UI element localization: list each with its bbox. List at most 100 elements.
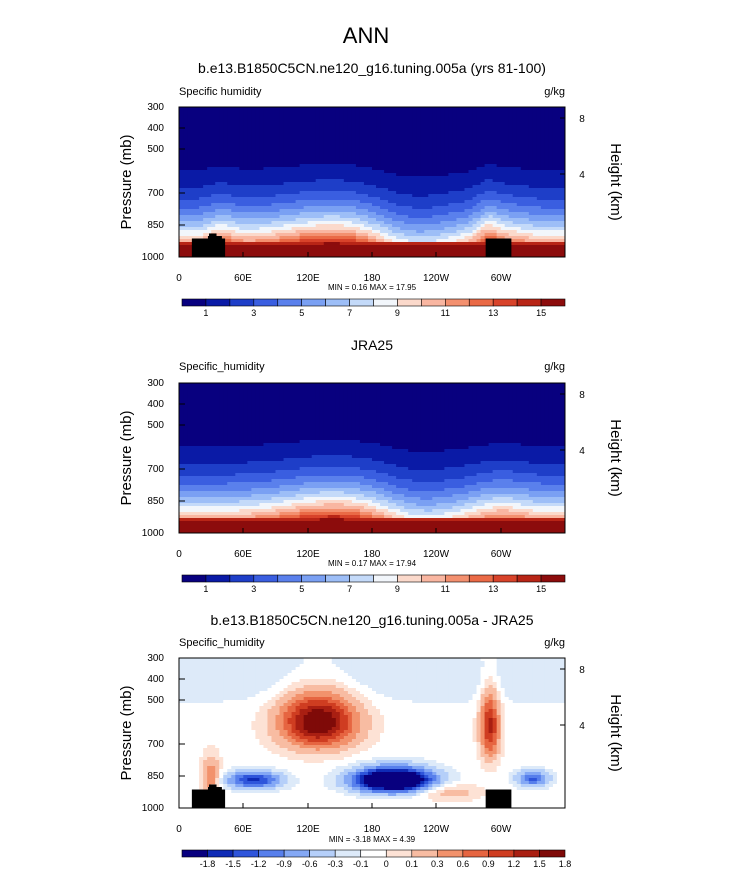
contour-cell — [327, 239, 333, 243]
contour-cell — [404, 164, 409, 168]
contour-cell — [408, 149, 413, 153]
contour-cell — [544, 236, 550, 240]
contour-cell — [392, 107, 397, 111]
contour-cell — [283, 125, 289, 129]
contour-cell — [355, 125, 361, 129]
contour-cell — [355, 185, 361, 189]
contour-cell — [179, 128, 184, 132]
contour-cell — [267, 182, 273, 186]
contour-cell — [319, 110, 325, 114]
contour-cell — [179, 149, 184, 153]
contour-cell — [536, 137, 542, 141]
contour-cell — [480, 203, 486, 207]
contour-cell — [303, 182, 309, 186]
colorbar-swatch — [205, 298, 231, 307]
contour-cell — [516, 221, 522, 225]
contour-cell — [343, 245, 349, 249]
contour-cell — [283, 236, 289, 240]
contour-cell — [372, 128, 377, 132]
contour-cell — [311, 200, 317, 204]
contour-cell — [347, 227, 353, 231]
contour-cell — [259, 140, 265, 144]
contour-cell — [199, 113, 204, 117]
contour-cell — [524, 164, 530, 168]
contour-cell — [384, 383, 389, 387]
contour-cell — [388, 248, 393, 252]
contour-cell — [528, 242, 534, 246]
contour-cell — [231, 218, 236, 222]
contour-cell — [456, 107, 462, 111]
contour-cell — [416, 200, 421, 204]
contour-cell — [512, 224, 518, 228]
contour-cell — [331, 170, 337, 174]
contour-cell — [179, 200, 184, 204]
contour-cell — [359, 110, 365, 114]
contour-cell — [263, 191, 269, 195]
contour-cell — [448, 185, 454, 189]
contour-cell — [323, 176, 329, 180]
contour-cell — [299, 149, 305, 153]
contour-cell — [343, 383, 349, 387]
contour-cell — [416, 221, 421, 225]
contour-cell — [492, 209, 498, 213]
contour-cell — [231, 185, 236, 189]
contour-cell — [315, 194, 321, 198]
contour-cell — [303, 173, 309, 177]
contour-cell — [500, 164, 506, 168]
contour-cell — [239, 206, 244, 210]
contour-cell — [363, 179, 369, 183]
contour-cell — [303, 158, 309, 162]
contour-cell — [183, 137, 188, 141]
contour-cell — [207, 110, 212, 114]
contour-cell — [540, 146, 546, 150]
contour-cell — [331, 143, 337, 147]
contour-cell — [187, 188, 192, 192]
contour-cell — [355, 230, 361, 234]
contour-cell — [279, 176, 285, 180]
contour-cell — [512, 233, 518, 237]
contour-cell — [315, 239, 321, 243]
y-tick-label: 400 — [147, 123, 164, 134]
contour-cell — [540, 167, 546, 171]
contour-cell — [247, 161, 252, 165]
contour-cell — [464, 194, 470, 198]
contour-cell — [227, 176, 232, 180]
contour-cell — [223, 131, 228, 135]
contour-cell — [207, 149, 212, 153]
contour-cell — [436, 167, 441, 171]
contour-cell — [303, 179, 309, 183]
contour-cell — [231, 221, 236, 225]
contour-cell — [259, 182, 265, 186]
contour-cell — [492, 152, 498, 156]
contour-cell — [223, 200, 228, 204]
contour-cell — [307, 239, 313, 243]
contour-cell — [440, 119, 445, 123]
contour-cell — [339, 194, 345, 198]
contour-cell — [480, 170, 486, 174]
contour-cell — [372, 167, 377, 171]
contour-cell — [315, 176, 321, 180]
contour-cell — [191, 182, 196, 186]
contour-cell — [339, 158, 345, 162]
contour-cell — [492, 215, 498, 219]
contour-cell — [384, 170, 389, 174]
contour-cell — [524, 209, 530, 213]
contour-cell — [355, 128, 361, 132]
contour-cell — [476, 230, 482, 234]
contour-cell — [540, 185, 546, 189]
contour-cell — [388, 188, 393, 192]
contour-cell — [363, 224, 369, 228]
contour-cell — [372, 113, 377, 117]
contour-cell — [472, 149, 478, 153]
contour-cell — [424, 137, 429, 141]
contour-cell — [388, 209, 393, 213]
contour-cell — [512, 383, 518, 387]
contour-cell — [448, 161, 454, 165]
contour-cell — [191, 230, 196, 234]
contour-cell — [219, 197, 224, 201]
contour-cell — [484, 167, 490, 171]
contour-cell — [339, 236, 345, 240]
contour-cell — [339, 191, 345, 195]
contour-cell — [448, 128, 454, 132]
contour-cell — [311, 206, 317, 210]
